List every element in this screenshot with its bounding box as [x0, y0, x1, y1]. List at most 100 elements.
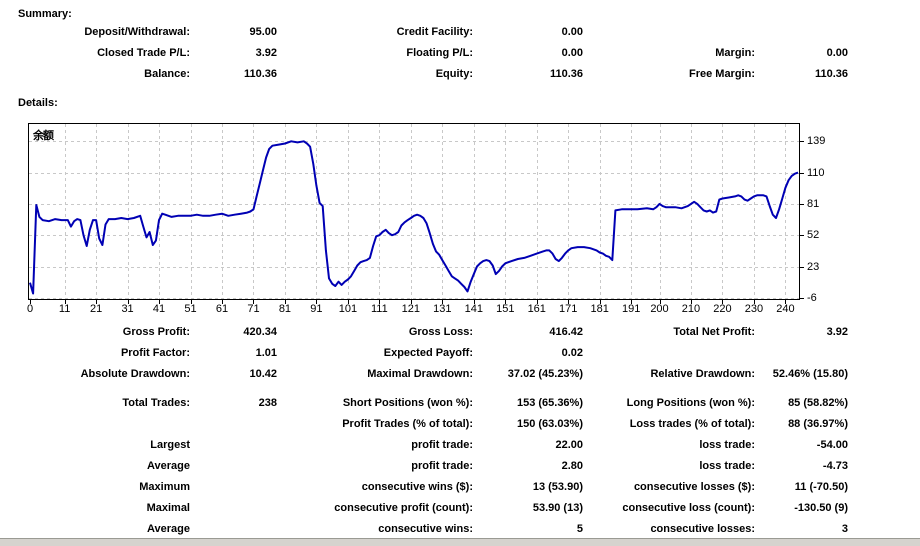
stat-value: 95.00: [249, 26, 277, 38]
x-axis-label: 181: [590, 303, 609, 315]
stat-row: Deposit/Withdrawal: 95.00 Credit Facility:…: [0, 22, 848, 43]
stat-label: [583, 343, 755, 364]
stat-row: Gross Profit: 420.34 Gross Loss: 416.42 Tota…: [0, 322, 848, 343]
stat-label: Average: [146, 523, 190, 535]
stat-label: Profit Factor:: [120, 347, 190, 359]
x-axis-label: 210: [681, 303, 701, 315]
x-axis-label: 151: [496, 303, 515, 315]
stat-value: 1.01: [255, 347, 277, 359]
stat-label: profit trade:: [411, 460, 473, 472]
stat-label: Maximal: [146, 502, 190, 514]
x-axis-label: 230: [744, 303, 764, 315]
stat-value: 5: [576, 523, 583, 535]
stat-value: 3.92: [255, 47, 277, 59]
stat-row: Balance: 110.36 Equity: 110.36 Free Margin: 1…: [0, 64, 848, 85]
stat-value: 0.00: [826, 47, 848, 59]
stat-value: -54.00: [816, 439, 848, 451]
x-axis-label: 171: [559, 303, 578, 315]
stat-value: 53.90 (13): [532, 502, 583, 514]
stat-value: 13 (53.90): [532, 481, 583, 493]
stat-value: 37.02 (45.23%): [507, 368, 583, 380]
summary-heading: Summary:: [18, 8, 72, 20]
stat-label: Deposit/Withdrawal:: [84, 26, 190, 38]
stat-value: -130.50 (9): [794, 502, 848, 514]
stat-row: Total Trades: 238 Short Positions (won %):…: [0, 393, 848, 414]
stat-row: Profit Trades (% of total): 150 (63.03%) L…: [0, 414, 848, 435]
stat-label: Profit Trades (% of total):: [342, 418, 473, 430]
stat-value: 110.36: [549, 68, 583, 80]
summary-section: Deposit/Withdrawal: 95.00 Credit Facility:…: [0, 22, 848, 85]
stat-value: 52.46% (15.80): [772, 368, 848, 380]
stat-label: consecutive loss (count):: [622, 502, 755, 514]
x-axis-label: 220: [713, 303, 732, 315]
stat-value: 11 (-70.50): [794, 481, 848, 493]
stat-row: Average consecutive wins: 5 consecutive los…: [0, 519, 848, 540]
stat-label: consecutive wins ($):: [361, 481, 473, 493]
window-bottom-border: [0, 538, 920, 546]
x-axis-label: 91: [310, 303, 323, 315]
x-axis-label: 31: [121, 303, 134, 315]
stat-label: loss trade:: [699, 439, 755, 451]
stat-value: 3.92: [826, 326, 848, 338]
stat-label: Gross Loss:: [408, 326, 473, 338]
stat-label: consecutive losses:: [650, 523, 755, 535]
stat-value: 10.42: [249, 368, 277, 380]
stat-value: [190, 477, 277, 498]
stat-label: Total Net Profit:: [673, 326, 755, 338]
x-axis-label: 41: [152, 303, 166, 315]
x-axis-label: 51: [184, 303, 197, 315]
stat-label: Loss trades (% of total):: [629, 418, 755, 430]
stat-value: [190, 519, 277, 540]
stat-value: 0.00: [561, 47, 583, 59]
stat-value: 85 (58.82%): [788, 397, 848, 409]
stat-value: [190, 498, 277, 519]
x-axis-label: 61: [215, 303, 229, 315]
stat-label: Relative Drawdown:: [650, 368, 755, 380]
y-axis-label: 81: [807, 197, 820, 210]
stat-label: [0, 414, 190, 435]
x-axis-label: 71: [247, 303, 260, 315]
stat-row: Largest profit trade: 22.00 loss trade: -54.…: [0, 435, 848, 456]
stat-label: consecutive wins:: [378, 523, 473, 535]
stat-row: Average profit trade: 2.80 loss trade: -4.73: [0, 456, 848, 477]
y-axis-label: -6: [807, 291, 817, 304]
x-axis-label: 200: [650, 303, 669, 315]
details-heading: Details:: [18, 97, 58, 109]
stat-label: Margin:: [715, 47, 755, 59]
stat-value: 153 (65.36%): [516, 397, 583, 409]
stat-label: consecutive profit (count):: [334, 502, 473, 514]
stat-value: [190, 414, 277, 435]
stat-label: consecutive losses ($):: [633, 481, 755, 493]
details-section: Gross Profit: 420.34 Gross Loss: 416.42 Tota…: [0, 322, 848, 540]
stat-row: Maximal consecutive profit (count): 53.90 …: [0, 498, 848, 519]
stat-label: Long Positions (won %):: [626, 397, 755, 409]
x-axis-label: 240: [776, 303, 795, 315]
stat-value: 22.00: [555, 439, 583, 451]
stat-label: Closed Trade P/L:: [97, 47, 190, 59]
stat-row: Closed Trade P/L: 3.92 Floating P/L: 0.00 Ma…: [0, 43, 848, 64]
x-axis-label: 141: [464, 303, 483, 315]
stat-row: Maximum consecutive wins ($): 13 (53.90) co…: [0, 477, 848, 498]
stat-value: 0.02: [561, 347, 583, 359]
stat-label: Expected Payoff:: [383, 347, 473, 359]
stat-label: Equity:: [435, 68, 473, 80]
stat-label: Gross Profit:: [122, 326, 190, 338]
stat-value: [190, 435, 277, 456]
stat-row: Absolute Drawdown: 10.42 Maximal Drawdown:…: [0, 364, 848, 385]
balance-chart: [28, 123, 808, 305]
stat-value: 420.34: [243, 326, 277, 338]
x-axis-label: 0: [26, 303, 34, 315]
x-axis-label: 161: [527, 303, 546, 315]
stat-value: 0.00: [561, 26, 583, 38]
chart-title: 余额: [33, 130, 54, 142]
stat-label: loss trade:: [699, 460, 755, 472]
stat-value: [190, 456, 277, 477]
stat-label: [583, 22, 755, 43]
balance-line: [29, 140, 799, 295]
stat-label: Free Margin:: [688, 68, 755, 80]
stat-value: 110.36: [243, 68, 277, 80]
x-axis-label: 131: [433, 303, 452, 315]
stat-label: Short Positions (won %):: [342, 397, 473, 409]
stat-label: Maximum: [139, 481, 190, 493]
